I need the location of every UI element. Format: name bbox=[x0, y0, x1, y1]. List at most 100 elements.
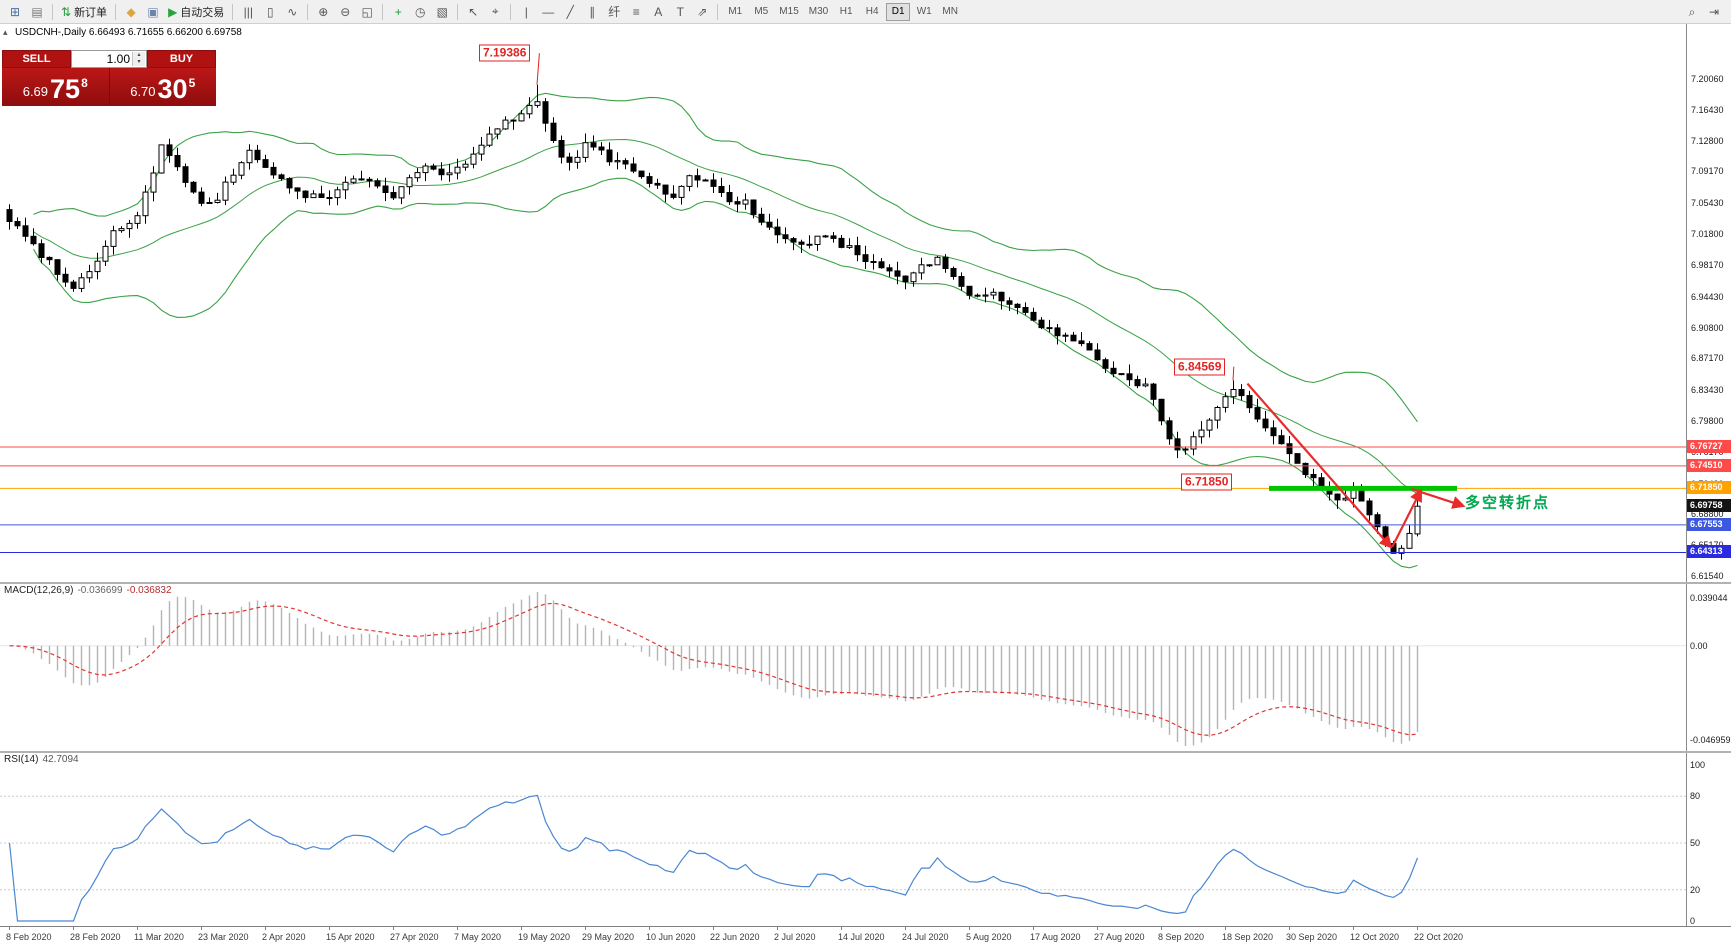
timeframe-m1[interactable]: M1 bbox=[728, 6, 743, 17]
time-axis-label: 5 Aug 2020 bbox=[966, 932, 1012, 942]
price-axis[interactable]: 7.20060 7.16430 7.12800 7.09170 7.05430 7.018… bbox=[1686, 24, 1731, 926]
templates-icon[interactable]: ▧ bbox=[431, 2, 453, 22]
new-order-button[interactable]: ⇅ 新订单 bbox=[57, 2, 111, 22]
price-tick-label: 6.68800 bbox=[1691, 509, 1724, 519]
timeframe-m30[interactable]: M30 bbox=[808, 6, 829, 17]
time-tick bbox=[457, 927, 458, 930]
search-icon: ⌕ bbox=[1688, 4, 1696, 19]
time-tick bbox=[585, 927, 586, 930]
buy-price-button[interactable]: 6.70 30 5 bbox=[109, 68, 216, 106]
macd-indicator-label: MACD(12,26,9) -0.036699 -0.036832 bbox=[4, 585, 172, 596]
panel-separator-macd[interactable] bbox=[0, 582, 1731, 584]
rsi-indicator-label: RSI(14) 42.7094 bbox=[4, 754, 79, 765]
panel-separator-rsi[interactable] bbox=[0, 751, 1731, 753]
new-chart-icon: ⊞ bbox=[9, 4, 21, 19]
andrews-pitchfork-icon[interactable]: ≡ bbox=[625, 2, 647, 22]
autotrading-icon: ▶ bbox=[168, 4, 178, 19]
time-axis-label: 22 Oct 2020 bbox=[1414, 932, 1464, 942]
arrows-icon[interactable]: ⇗ bbox=[691, 2, 713, 22]
sell-button[interactable]: SELL bbox=[2, 50, 71, 68]
text-icon[interactable]: A bbox=[647, 2, 669, 22]
price-level-tag: 6.71850 bbox=[1687, 481, 1731, 494]
spinner-down-icon[interactable]: ▾ bbox=[133, 59, 145, 66]
turning-point-note[interactable]: 多空转折点 bbox=[1465, 494, 1551, 512]
macd-histogram bbox=[16, 592, 1419, 746]
time-tick bbox=[9, 927, 10, 930]
price-level-tag: 6.74510 bbox=[1687, 459, 1731, 472]
equidistant-channel-icon[interactable]: ∥ bbox=[581, 2, 603, 22]
timeframe-h1[interactable]: H1 bbox=[839, 6, 853, 17]
time-axis-label: 29 May 2020 bbox=[582, 932, 635, 942]
volume-value: 1.00 bbox=[106, 52, 130, 66]
timeframe-w1[interactable]: W1 bbox=[916, 6, 932, 17]
price-annotation-label[interactable]: 6.71850 bbox=[1181, 473, 1233, 491]
buy-button[interactable]: BUY bbox=[147, 50, 216, 68]
andrews-pitchfork-icon: ≡ bbox=[632, 4, 640, 19]
sell-price-button[interactable]: 6.69 75 8 bbox=[2, 68, 110, 106]
autotrading-button[interactable]: ▶ 自动交易 bbox=[164, 2, 228, 22]
zoom-in-icon[interactable]: ⊕ bbox=[312, 2, 334, 22]
templates-icon: ▧ bbox=[436, 4, 448, 19]
bar-chart-icon[interactable]: ||| bbox=[237, 2, 259, 22]
chart-title: USDCNH-,Daily 6.66493 6.71655 6.66200 6.… bbox=[15, 27, 242, 38]
cursor-icon[interactable]: ↖ bbox=[462, 2, 484, 22]
one-click-collapse-icon[interactable]: ▴ bbox=[3, 27, 8, 37]
chart-canvas[interactable] bbox=[0, 24, 1731, 944]
timeframe-d1[interactable]: D1 bbox=[886, 2, 911, 21]
rsi-line bbox=[8, 794, 1419, 922]
volume-spinner[interactable]: ▴ ▾ bbox=[132, 52, 145, 66]
rebound-arrow[interactable] bbox=[1391, 488, 1422, 548]
add-indicator-icon[interactable]: + bbox=[387, 2, 409, 22]
price-tick-label: 6.83430 bbox=[1691, 385, 1724, 395]
timeframe-mn[interactable]: MN bbox=[942, 6, 958, 17]
timeframe-m5[interactable]: M5 bbox=[754, 6, 769, 17]
zoom-out-icon: ⊖ bbox=[340, 4, 351, 19]
time-tick bbox=[521, 927, 522, 930]
time-axis[interactable]: 8 Feb 2020 28 Feb 2020 11 Mar 2020 23 Mar 2… bbox=[0, 926, 1731, 944]
fibonacci-icon[interactable]: 纤 bbox=[603, 2, 625, 22]
volume-input[interactable]: 1.00 ▴ ▾ bbox=[71, 50, 147, 68]
text-label-icon[interactable]: T bbox=[669, 2, 691, 22]
horizontal-line-icon[interactable]: — bbox=[537, 2, 559, 22]
zoom-out-icon[interactable]: ⊖ bbox=[334, 2, 356, 22]
profiles-icon[interactable]: ▤ bbox=[26, 2, 48, 22]
virtual-hosting-icon[interactable]: ▣ bbox=[142, 2, 164, 22]
trendline-icon[interactable]: ╱ bbox=[559, 2, 581, 22]
price-annotation-label[interactable]: 6.84569 bbox=[1174, 358, 1226, 376]
breakout-arrow[interactable] bbox=[1411, 487, 1466, 509]
search-icon[interactable]: ⌕ bbox=[1681, 2, 1703, 22]
crosshair-icon[interactable]: ⌖ bbox=[484, 2, 506, 22]
toolbar-separator bbox=[115, 3, 117, 20]
periods-icon[interactable]: ◷ bbox=[409, 2, 431, 22]
rsi-axis-label: 80 bbox=[1690, 791, 1701, 801]
bollinger-lower-band bbox=[33, 177, 1418, 569]
downtrend-arrow[interactable] bbox=[1246, 382, 1393, 549]
time-tick bbox=[1033, 927, 1034, 930]
mql5-community-icon: ◆ bbox=[126, 4, 136, 19]
time-axis-label: 12 Oct 2020 bbox=[1350, 932, 1400, 942]
time-axis-label: 23 Mar 2020 bbox=[198, 932, 249, 942]
equidistant-channel-icon: ∥ bbox=[589, 4, 596, 19]
mql5-community-icon[interactable]: ◆ bbox=[120, 2, 142, 22]
zoom-in-icon: ⊕ bbox=[318, 4, 329, 19]
time-axis-label: 27 Apr 2020 bbox=[390, 932, 439, 942]
chart-window[interactable]: ▴ USDCNH-,Daily 6.66493 6.71655 6.66200 … bbox=[0, 24, 1731, 944]
buy-price-pip: 5 bbox=[188, 76, 196, 90]
line-chart-icon[interactable]: ∿ bbox=[281, 2, 303, 22]
toolbar: ⊞ ▤ ⇅ 新订单 ◆ ▣ ▶ 自动交易 ||| ▯ ∿ ⊕ ⊖ ◱ + ◷ ▧ ↖ ⌖ | — ╱ ∥ 纤 ≡ A T ⇗ M1 M5 M… bbox=[0, 0, 1731, 24]
candlestick-chart-icon[interactable]: ▯ bbox=[259, 2, 281, 22]
timeframe-h4[interactable]: H4 bbox=[865, 6, 879, 17]
timeframe-m15[interactable]: M15 bbox=[779, 6, 799, 17]
spinner-up-icon[interactable]: ▴ bbox=[133, 52, 145, 59]
scroll-to-latest-icon[interactable]: ⇥ bbox=[1703, 2, 1725, 22]
toolbar-separator bbox=[52, 3, 53, 20]
price-annotation-label[interactable]: 7.19386 bbox=[479, 44, 531, 62]
price-tick-label: 6.79800 bbox=[1691, 416, 1724, 426]
ohlc-values: 6.66493 6.71655 6.66200 6.69758 bbox=[88, 27, 242, 38]
new-chart-icon[interactable]: ⊞ bbox=[4, 2, 26, 22]
tile-windows-icon[interactable]: ◱ bbox=[356, 2, 378, 22]
macd-axis-label: -0.046959 bbox=[1690, 735, 1731, 745]
line-chart-icon: ∿ bbox=[287, 4, 298, 19]
price-tick-label: 6.98170 bbox=[1691, 260, 1724, 270]
vertical-line-icon[interactable]: | bbox=[515, 2, 537, 22]
